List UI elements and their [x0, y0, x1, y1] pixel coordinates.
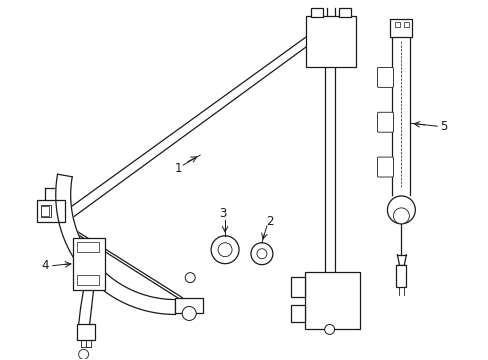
Circle shape [256, 249, 266, 259]
Bar [396, 265, 406, 287]
Bar [77, 242, 99, 252]
Bar [290, 305, 304, 323]
FancyBboxPatch shape [377, 112, 393, 132]
Bar [290, 276, 304, 297]
Circle shape [393, 208, 408, 224]
Bar [73, 238, 104, 289]
Bar [304, 272, 359, 329]
FancyBboxPatch shape [37, 200, 64, 222]
Bar [338, 8, 350, 17]
Circle shape [185, 273, 195, 283]
Circle shape [386, 196, 414, 224]
Bar [175, 298, 203, 314]
Circle shape [211, 236, 239, 264]
Bar [41, 206, 49, 216]
Text: 3: 3 [219, 207, 226, 220]
Circle shape [250, 243, 272, 265]
Bar [41, 205, 51, 217]
Bar [310, 8, 322, 17]
Circle shape [182, 306, 196, 320]
FancyBboxPatch shape [377, 67, 393, 87]
Bar [77, 324, 94, 340]
FancyBboxPatch shape [377, 157, 393, 177]
Polygon shape [56, 174, 175, 315]
Bar [305, 15, 355, 67]
Bar [404, 22, 408, 27]
Circle shape [79, 349, 88, 359]
Bar [77, 275, 99, 285]
Text: 2: 2 [265, 215, 273, 228]
Text: 5: 5 [440, 120, 447, 133]
Circle shape [324, 324, 334, 334]
Text: 1: 1 [174, 162, 182, 175]
Text: 4: 4 [41, 259, 48, 272]
Bar [389, 19, 411, 37]
Circle shape [218, 243, 232, 257]
Bar [395, 22, 400, 27]
